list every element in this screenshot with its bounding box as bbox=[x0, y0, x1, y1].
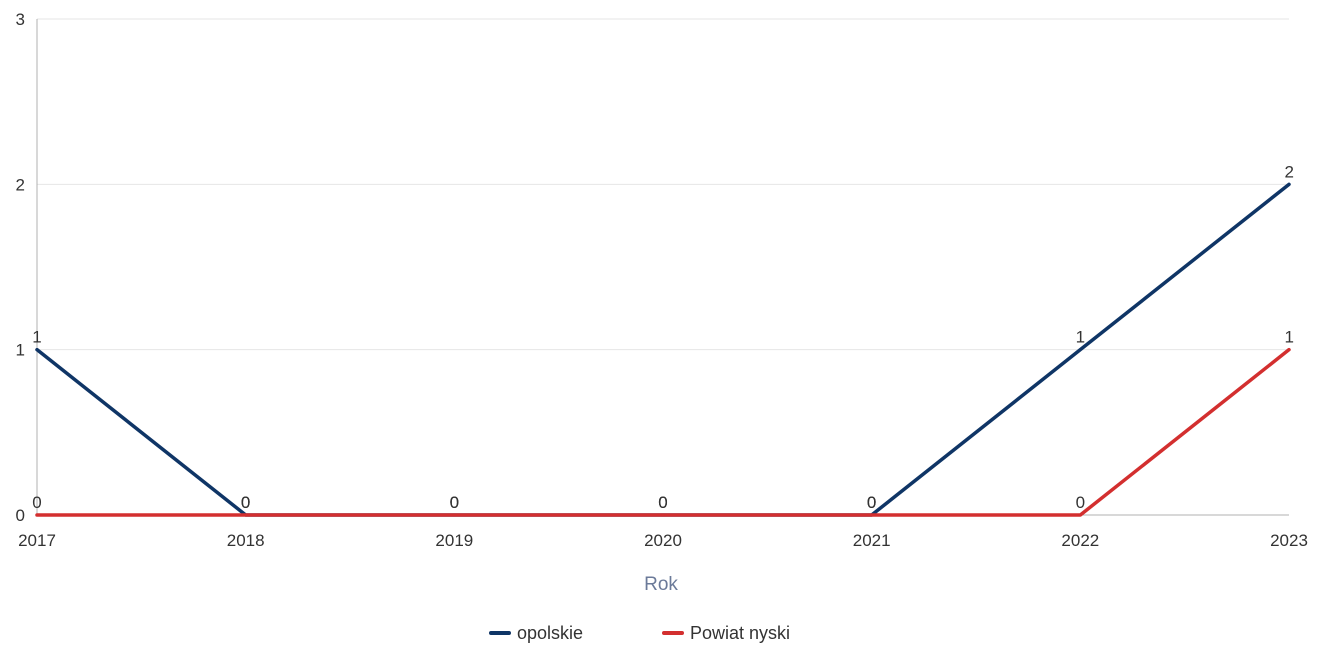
legend-label-2: Powiat nyski bbox=[690, 623, 790, 643]
data-label: 0 bbox=[241, 493, 250, 512]
data-label: 1 bbox=[32, 328, 41, 347]
x-tick-label: 2018 bbox=[227, 531, 265, 550]
data-point bbox=[1078, 348, 1082, 352]
x-tick-label: 2021 bbox=[853, 531, 891, 550]
y-tick-label: 0 bbox=[16, 506, 25, 525]
data-point bbox=[244, 513, 248, 517]
x-axis-title: Rok bbox=[644, 574, 678, 595]
data-point bbox=[1287, 348, 1291, 352]
axis-layer: 0 1 2 3 2017 2018 2019 2020 2021 2022 2023 bbox=[16, 10, 1308, 550]
data-label: 0 bbox=[867, 493, 876, 512]
x-tick-label: 2019 bbox=[435, 531, 473, 550]
series-line-2 bbox=[35, 347, 1291, 517]
data-label: 2 bbox=[1285, 162, 1294, 181]
y-tick-label: 2 bbox=[16, 175, 25, 194]
data-point bbox=[870, 513, 874, 517]
series-layer bbox=[35, 182, 1291, 517]
data-label: 1 bbox=[1076, 328, 1085, 347]
x-tick-label: 2022 bbox=[1061, 531, 1099, 550]
data-label: 0 bbox=[658, 493, 667, 512]
legend: opolskie Powiat nyski bbox=[489, 623, 790, 643]
data-label: 0 bbox=[658, 493, 667, 512]
data-point bbox=[661, 513, 665, 517]
data-point bbox=[35, 513, 39, 517]
data-point bbox=[1287, 182, 1291, 186]
y-tick-label: 3 bbox=[16, 10, 25, 29]
data-label: 1 bbox=[1285, 328, 1294, 347]
data-label: 0 bbox=[450, 493, 459, 512]
data-point bbox=[35, 348, 39, 352]
x-tick-label: 2020 bbox=[644, 531, 682, 550]
grid-layer bbox=[37, 18, 1289, 351]
data-label: 0 bbox=[32, 493, 41, 512]
x-tick-label: 2017 bbox=[18, 531, 56, 550]
data-point bbox=[1078, 513, 1082, 517]
data-label: 0 bbox=[450, 493, 459, 512]
x-tick-label: 2023 bbox=[1270, 531, 1308, 550]
data-point bbox=[452, 513, 456, 517]
data-label: 0 bbox=[867, 493, 876, 512]
legend-label-1: opolskie bbox=[517, 623, 583, 643]
data-label: 0 bbox=[1076, 493, 1085, 512]
data-label: 0 bbox=[241, 493, 250, 512]
y-tick-label: 1 bbox=[16, 341, 25, 360]
